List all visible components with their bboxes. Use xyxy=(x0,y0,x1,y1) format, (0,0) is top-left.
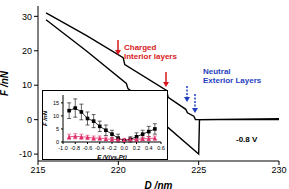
svg-text:10: 10 xyxy=(22,80,32,90)
svg-text:220: 220 xyxy=(111,165,126,175)
html-text:Exterior Layers: Exterior Layers xyxy=(203,76,262,85)
svg-text:0.2: 0.2 xyxy=(133,145,141,151)
html-text:Neutral: Neutral xyxy=(203,67,231,76)
svg-text:225: 225 xyxy=(191,165,206,175)
svg-text:0.0: 0.0 xyxy=(120,145,128,151)
svg-text:D /nm: D /nm xyxy=(145,180,173,189)
svg-text:0: 0 xyxy=(56,139,59,145)
svg-text:10: 10 xyxy=(53,113,59,119)
svg-text:0.6: 0.6 xyxy=(157,145,165,151)
svg-text:-0.8: -0.8 xyxy=(71,145,80,151)
svg-text:5: 5 xyxy=(56,126,59,132)
svg-text:15: 15 xyxy=(53,100,59,106)
svg-text:-1.0: -1.0 xyxy=(58,145,67,151)
html-text:Interior layers: Interior layers xyxy=(124,52,177,61)
svg-text:230: 230 xyxy=(271,165,281,175)
svg-text:0.4: 0.4 xyxy=(145,145,153,151)
svg-text:F /nN: F /nN xyxy=(8,70,10,96)
html-text:Charged: Charged xyxy=(124,43,157,52)
svg-text:-0.4: -0.4 xyxy=(95,145,104,151)
svg-text:-0.6: -0.6 xyxy=(83,145,92,151)
svg-text:F /nN: F /nN xyxy=(43,110,48,126)
html-text:-0.8 V: -0.8 V xyxy=(236,135,258,144)
svg-text:0: 0 xyxy=(27,115,32,125)
svg-text:30: 30 xyxy=(22,12,32,22)
svg-text:E /V(vs.Pt): E /V(vs.Pt) xyxy=(97,154,127,159)
svg-text:20: 20 xyxy=(22,46,32,56)
svg-text:-0.2: -0.2 xyxy=(107,145,116,151)
svg-text:215: 215 xyxy=(30,165,45,175)
svg-text:-10: -10 xyxy=(19,149,32,159)
